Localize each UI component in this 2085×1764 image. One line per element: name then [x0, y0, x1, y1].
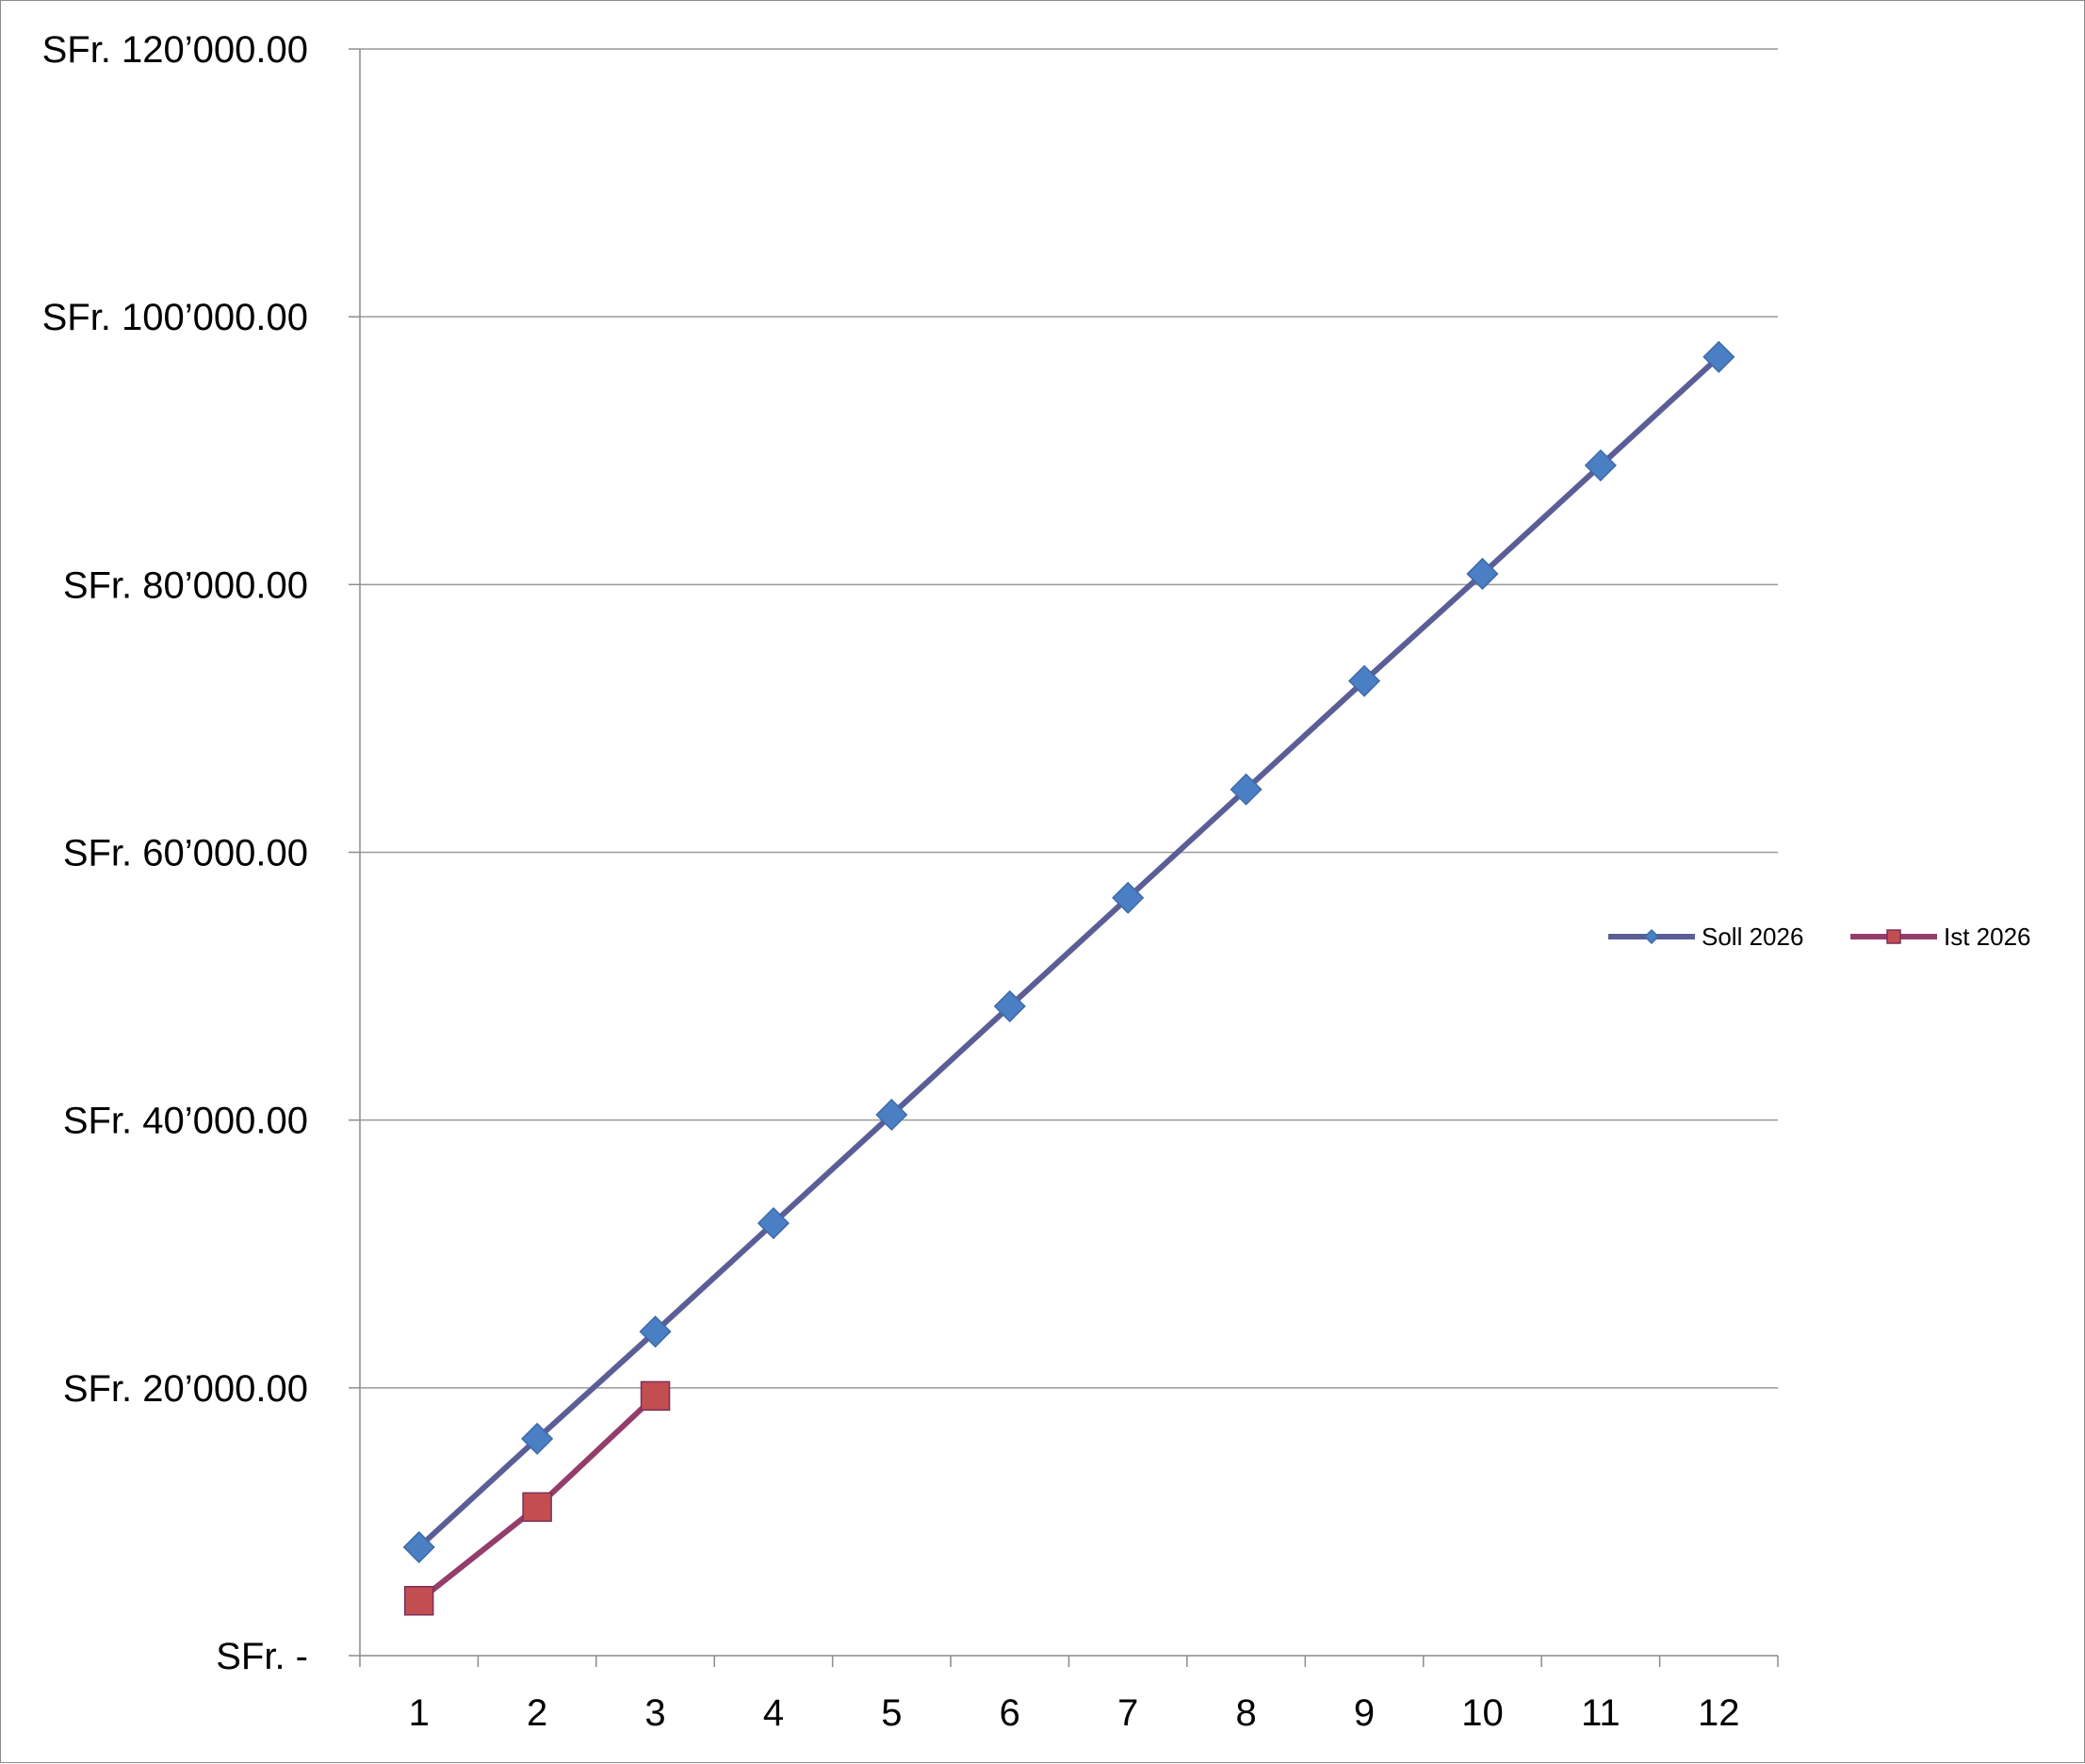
data-point — [1466, 557, 1499, 591]
data-point — [639, 1315, 672, 1348]
legend-label: Soll 2026 — [1702, 923, 1803, 951]
y-tick-label: SFr. 20’000.00 — [63, 1368, 308, 1410]
x-tick-label: 1 — [409, 1692, 430, 1734]
x-tick-label: 12 — [1698, 1692, 1740, 1734]
y-tick-label: SFr. 120’000.00 — [42, 29, 308, 71]
y-tick-label: SFr. 60’000.00 — [63, 833, 308, 874]
data-point — [1584, 449, 1617, 482]
x-tick-label: 9 — [1354, 1692, 1375, 1734]
data-point — [403, 1585, 434, 1616]
data-point — [993, 989, 1026, 1022]
data-point — [1347, 664, 1381, 697]
legend-item-soll-2026: Soll 2026 — [1608, 923, 1803, 951]
series-lines — [402, 340, 1735, 1616]
x-tick-label: 7 — [1117, 1692, 1138, 1734]
legend-marker — [1886, 929, 1901, 944]
y-tick-label: SFr. 40’000.00 — [63, 1101, 308, 1142]
data-point — [1702, 340, 1735, 373]
x-tick-label: 11 — [1581, 1692, 1621, 1734]
data-point — [875, 1098, 908, 1132]
x-tick-label: 10 — [1461, 1692, 1504, 1734]
y-tick-label: SFr. 80’000.00 — [63, 564, 308, 606]
series-line — [416, 354, 1721, 1550]
data-point — [402, 1530, 435, 1563]
y-tick-label: SFr. 100’000.00 — [42, 297, 308, 338]
x-tick-label: 4 — [763, 1692, 784, 1734]
series-soll-2026 — [402, 340, 1735, 1563]
x-tick-labels: 1 2 3 4 5 6 7 8 9 10 11 12 — [409, 1692, 1740, 1734]
x-tick-label: 6 — [1000, 1692, 1020, 1734]
data-point — [757, 1207, 790, 1240]
y-tick-labels: SFr. - SFr. 20’000.00 SFr. 40’000.00 SFr. 6… — [42, 29, 308, 1677]
data-point — [521, 1422, 554, 1455]
data-point — [640, 1380, 671, 1412]
legend-marker — [1643, 928, 1660, 945]
legend-label: Ist 2026 — [1944, 923, 2031, 951]
data-point — [1112, 881, 1145, 914]
legend: Soll 2026 Ist 2026 — [1608, 923, 2031, 951]
x-tick-label: 5 — [881, 1692, 902, 1734]
gridlines — [360, 48, 1778, 1389]
x-tick-label: 8 — [1236, 1692, 1257, 1734]
axes — [349, 48, 1779, 1667]
data-point — [1230, 773, 1262, 806]
data-point — [522, 1492, 552, 1523]
series-ist-2026 — [403, 1380, 671, 1616]
x-tick-label: 2 — [527, 1692, 547, 1734]
legend-item-ist-2026: Ist 2026 — [1850, 923, 2031, 951]
y-tick-label: SFr. - — [216, 1636, 308, 1677]
x-tick-label: 3 — [644, 1692, 665, 1734]
